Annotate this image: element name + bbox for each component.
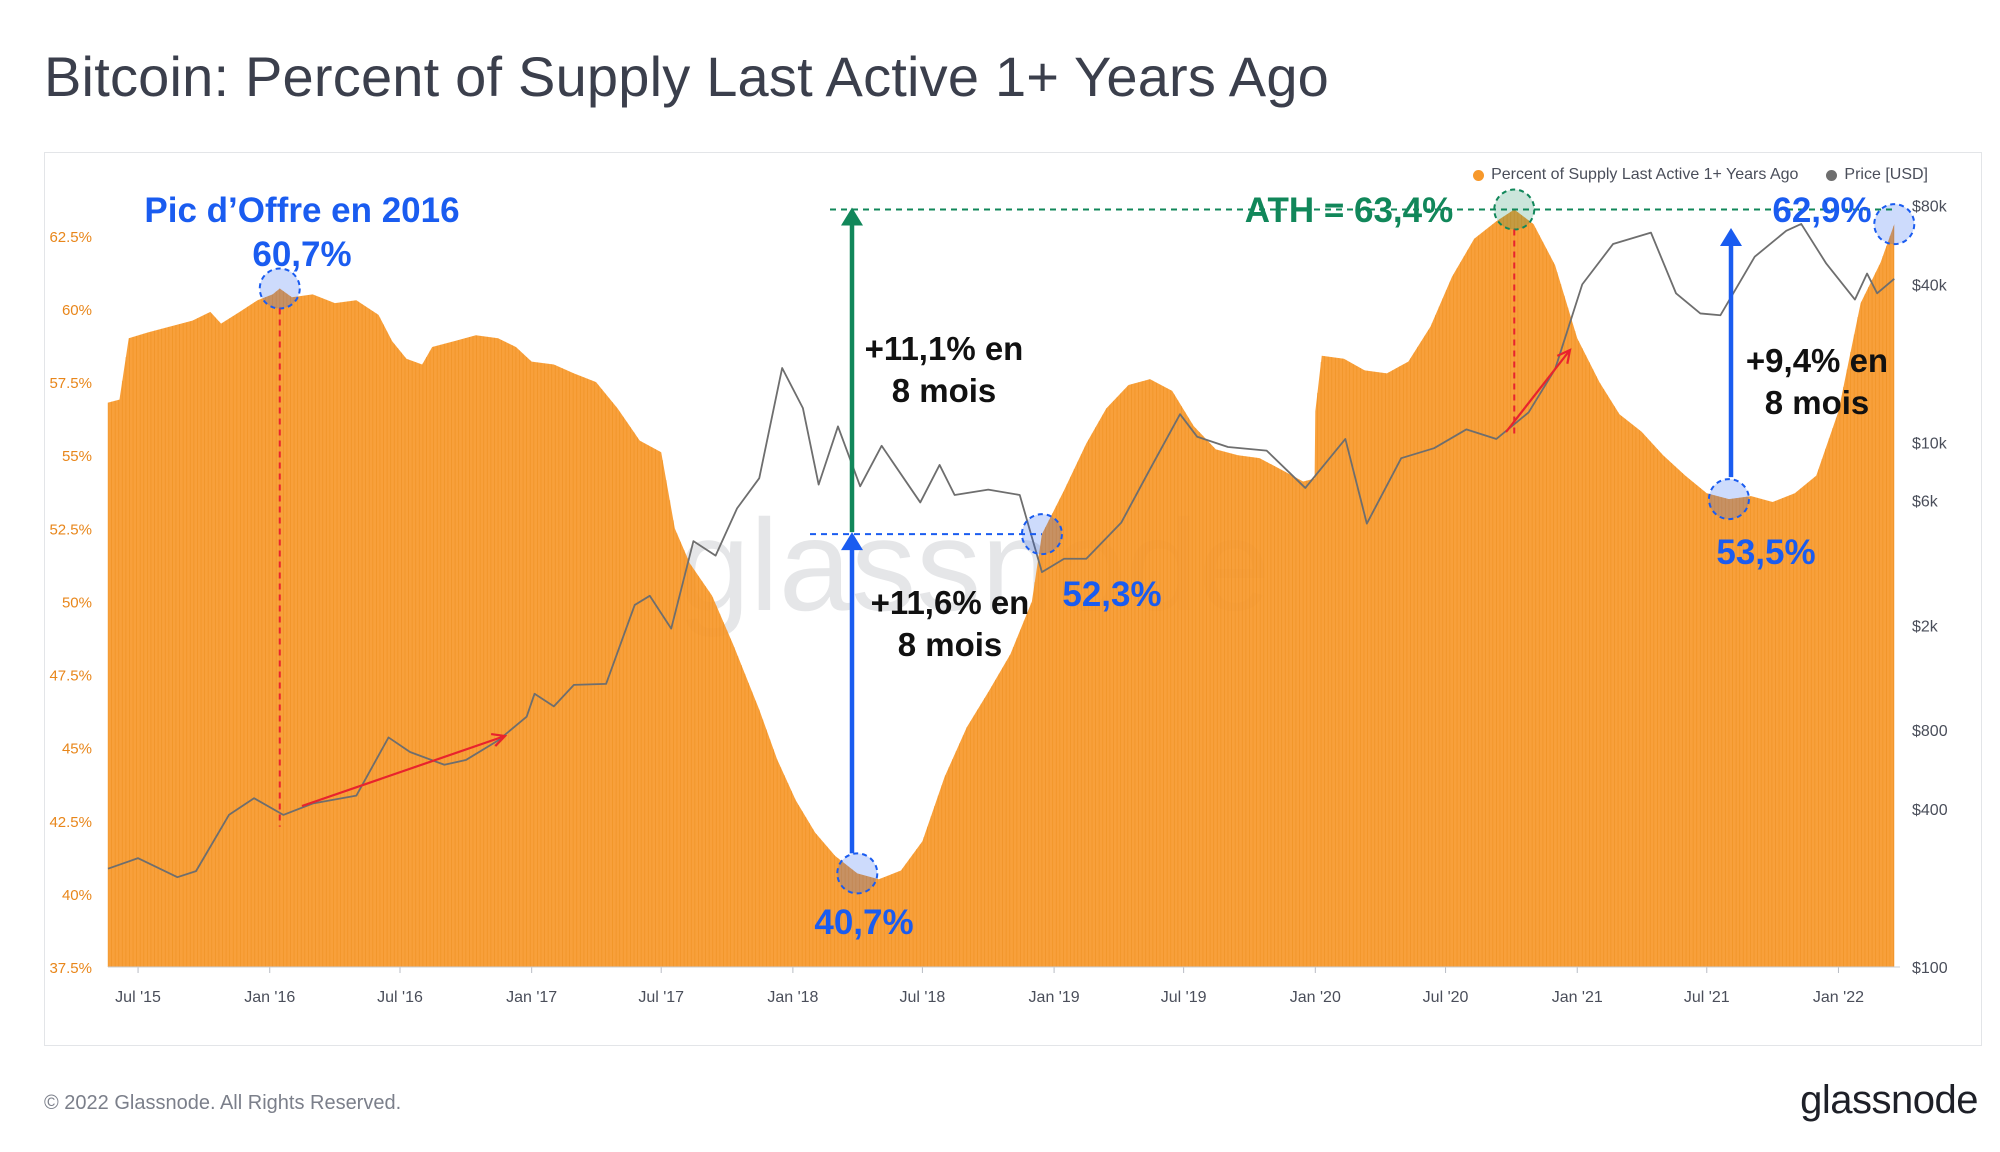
arrow-52-to-63-head xyxy=(841,207,863,226)
y-left-tick-label: 57.5% xyxy=(49,375,92,392)
x-tick-label: Jul '16 xyxy=(377,989,423,1006)
x-tick-label: Jan '17 xyxy=(506,989,557,1006)
y-right-tick-label: $2k xyxy=(1912,619,1939,636)
annotation-gain-1-line2: 8 mois xyxy=(892,372,997,409)
current-marker xyxy=(1873,203,1916,246)
legend-item-price[interactable]: Price [USD] xyxy=(1826,166,1928,184)
arrow-53-to-62-head xyxy=(1720,228,1742,247)
trend-arrow-2016-head xyxy=(490,732,508,747)
y-right-tick-label: $80k xyxy=(1912,198,1948,215)
supply-bars xyxy=(107,209,1894,967)
trend-arrow-2020 xyxy=(1505,349,1571,433)
y-left-tick-label: 62.5% xyxy=(49,229,92,246)
legend-swatch-supply xyxy=(1473,169,1485,181)
legend-swatch-price xyxy=(1826,169,1838,181)
legend-label-supply: Percent of Supply Last Active 1+ Years A… xyxy=(1491,166,1799,183)
legend-label-price: Price [USD] xyxy=(1844,166,1928,183)
annotation-gain-3-line1: +9,4% en xyxy=(1746,342,1888,379)
low-2021-marker xyxy=(1707,478,1750,521)
trend-arrow-2020-head xyxy=(1556,348,1572,364)
y-left-tick-label: 37.5% xyxy=(49,960,92,977)
annotation-52-value: 52,3% xyxy=(1062,575,1161,614)
y-left-tick-label: 45% xyxy=(62,741,92,758)
x-tick-label: Jul '15 xyxy=(115,989,161,1006)
arrow-40-to-52-head xyxy=(841,532,863,551)
y-left-tick-label: 42.5% xyxy=(49,814,92,831)
trend-arrow-2016 xyxy=(301,734,506,808)
annotation-gain-1-line1: +11,1% en xyxy=(865,330,1024,367)
y-right-tick-label: $100 xyxy=(1912,960,1948,977)
annotation-53-value: 53,5% xyxy=(1716,533,1815,572)
y-right-tick-label: $6k xyxy=(1912,494,1939,511)
x-tick-label: Jan '21 xyxy=(1552,989,1603,1006)
x-tick-label: Jul '19 xyxy=(1161,989,1207,1006)
x-tick-label: Jan '22 xyxy=(1813,989,1864,1006)
annotation-peak-2016-title: Pic d’Offre en 2016 xyxy=(144,191,459,230)
annotation-current-value: 62,9% xyxy=(1772,191,1871,230)
y-right-tick-label: $800 xyxy=(1912,723,1948,740)
x-tick-label: Jul '20 xyxy=(1423,989,1469,1006)
y-right-tick-label: $40k xyxy=(1912,277,1948,294)
supply-area xyxy=(108,209,1895,967)
x-tick-label: Jan '20 xyxy=(1290,989,1341,1006)
low-2018-marker xyxy=(836,852,879,895)
annotation-gain-2-line1: +11,6% en xyxy=(871,584,1030,621)
y-left-tick-label: 55% xyxy=(62,448,92,465)
x-tick-label: Jul '17 xyxy=(638,989,684,1006)
legend-item-supply[interactable]: Percent of Supply Last Active 1+ Years A… xyxy=(1473,166,1798,184)
price-line xyxy=(107,223,1895,879)
page-title: Bitcoin: Percent of Supply Last Active 1… xyxy=(44,45,1330,108)
annotation-ath: ATH = 63,4% xyxy=(1245,191,1453,230)
x-tick-label: Jan '16 xyxy=(244,989,295,1006)
x-tick-label: Jul '18 xyxy=(900,989,946,1006)
chart-legend: Percent of Supply Last Active 1+ Years A… xyxy=(1473,166,1928,184)
x-tick-label: Jul '21 xyxy=(1684,989,1730,1006)
x-tick-label: Jan '19 xyxy=(1029,989,1080,1006)
y-left-tick-label: 40% xyxy=(62,887,92,904)
copyright-text: © 2022 Glassnode. All Rights Reserved. xyxy=(44,1092,402,1114)
y-left-tick-label: 47.5% xyxy=(49,668,92,685)
y-left-tick-label: 50% xyxy=(62,594,92,611)
annotation-gain-3-line2: 8 mois xyxy=(1765,384,1870,421)
y-left-tick-label: 60% xyxy=(62,302,92,319)
annotation-40-value: 40,7% xyxy=(814,903,913,942)
y-left-tick-label: 52.5% xyxy=(49,521,92,538)
peak-2016-marker xyxy=(258,267,301,310)
y-right-tick-label: $10k xyxy=(1912,435,1948,452)
y-right-tick-label: $400 xyxy=(1912,802,1948,819)
glassnode-logo: glassnode xyxy=(1800,1078,1978,1122)
x-tick-label: Jan '18 xyxy=(767,989,818,1006)
annotation-peak-2016-value: 60,7% xyxy=(252,235,351,274)
annotation-gain-2-line2: 8 mois xyxy=(898,626,1003,663)
